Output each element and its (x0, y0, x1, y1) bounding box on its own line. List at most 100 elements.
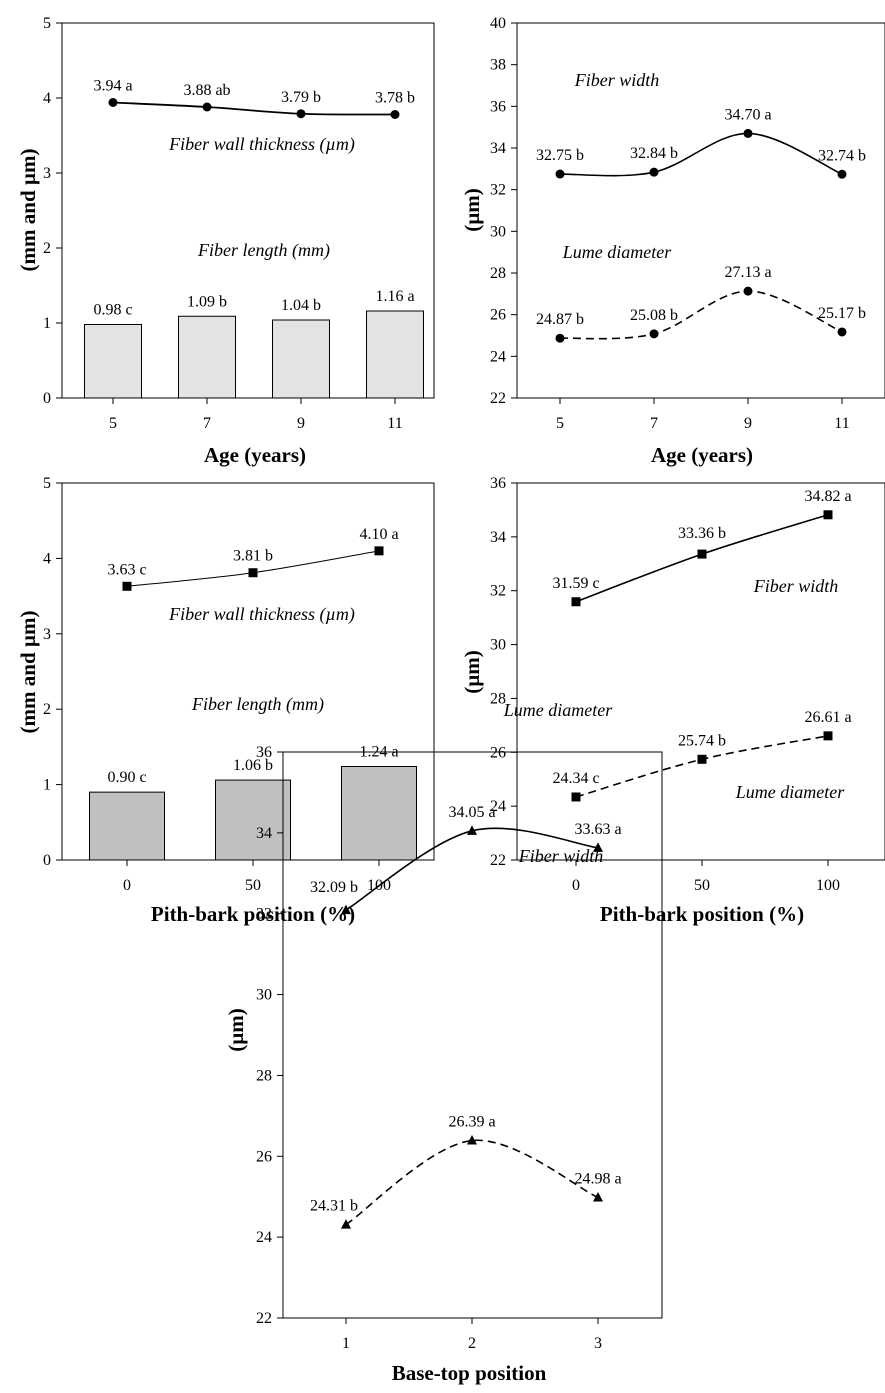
chart-1-line-data-label: 3.94 a (93, 78, 132, 95)
chart-2-series-2-point (837, 327, 847, 337)
chart-2-y-tick-label: 24 (490, 348, 506, 365)
chart-2-series-1-data-label: 34.70 a (724, 106, 771, 123)
chart-1-line-point (108, 98, 118, 107)
chart-1-y-tick-label: 0 (43, 390, 51, 407)
chart-5-series-2-point (467, 1135, 477, 1145)
chart-2-y-axis-label: (µm) (460, 188, 484, 232)
chart-4-series-2-point (823, 731, 833, 741)
chart-5-y-axis-label: (µm) (224, 1008, 248, 1052)
chart-3-bar-data-label: 0.90 c (107, 769, 146, 786)
chart-1-line-point (296, 109, 306, 119)
chart-1-x-tick-label: 7 (203, 415, 211, 432)
chart-5-x-tick-label: 3 (594, 1335, 602, 1352)
chart-1-line-point (202, 102, 212, 112)
chart-3-y-tick-label: 4 (43, 550, 51, 567)
chart-2-y-tick-label: 40 (490, 15, 506, 32)
chart-1-bar (366, 310, 424, 399)
chart-4-y-tick-label: 26 (490, 744, 506, 761)
chart-1-line-series-name: Fiber wall thickness (µm) (168, 134, 355, 155)
chart-3-line-series-name: Fiber wall thickness (µm) (168, 604, 355, 625)
chart-5-series-1-data-label: 33.63 a (574, 821, 621, 838)
chart-5-y-tick-label: 22 (256, 1310, 272, 1327)
chart-4-y-tick-label: 36 (490, 475, 506, 492)
chart-2-x-tick-label: 11 (834, 415, 849, 432)
chart-5-series-2-data-label: 26.39 a (448, 1114, 495, 1131)
chart-5-series-1-data-label: 32.09 b (310, 879, 358, 896)
chart-3-line-point (248, 568, 258, 578)
chart-3-y-tick-label: 2 (43, 701, 51, 718)
chart-2-series-1-point (743, 128, 753, 138)
chart-5-x-tick-label: 1 (342, 1335, 350, 1352)
chart-2-x-tick-label: 5 (556, 415, 564, 432)
chart-3-line-data-label: 4.10 a (359, 526, 398, 543)
chart-5-series-2-point (341, 1219, 351, 1229)
chart-4-series-2-point (697, 754, 707, 764)
chart-2-y-tick-label: 38 (490, 57, 506, 74)
chart-3-bar-series-name: Fiber length (mm) (191, 694, 324, 715)
chart-3-bar (341, 766, 417, 861)
chart-5-y-tick-label: 36 (256, 744, 272, 761)
chart-2-series-2-point (743, 286, 753, 296)
chart-4-series-1-data-label: 34.82 a (804, 488, 851, 505)
chart-2-series-2-data-label: 24.87 b (536, 311, 584, 328)
chart-1-bar-series-name: Fiber length (mm) (197, 240, 330, 261)
chart-4-y-axis-label: (µm) (460, 650, 484, 694)
chart-2-series-2-data-label: 25.08 b (630, 307, 678, 324)
chart-5-series-2-line (345, 1139, 599, 1226)
chart-4-series-2-point (571, 792, 581, 802)
chart-4-x-tick-label: 50 (694, 877, 710, 894)
chart-3-y-axis-label: (mm and µm) (16, 611, 40, 734)
chart-2-series-2-line (559, 290, 843, 340)
chart-2-y-tick-label: 26 (490, 307, 506, 324)
chart-2-series-1-name: Fiber width (574, 70, 660, 90)
chart-1-x-tick-label: 11 (387, 415, 402, 432)
chart-1-bar (272, 319, 330, 399)
chart-1-x-tick-label: 9 (297, 415, 305, 432)
chart-2-y-tick-label: 22 (490, 390, 506, 407)
chart-2-y-tick-label: 30 (490, 223, 506, 240)
chart-1-line-point (390, 110, 400, 119)
chart-4-y-tick-label: 34 (490, 529, 506, 546)
chart-2-x-axis-label: Age (years) (651, 443, 753, 467)
chart-3-y-tick-label: 1 (43, 777, 51, 794)
chart-4-series-1-data-label: 31.59 c (552, 575, 599, 592)
chart-1-bar-data-label: 1.04 b (281, 297, 321, 314)
chart-4-y-tick-label: 24 (490, 798, 506, 815)
chart-2-series-1-line (559, 132, 843, 177)
chart-1-bar-data-label: 1.09 b (187, 293, 227, 310)
chart-2-series-1-data-label: 32.75 b (536, 147, 584, 164)
chart-1-bar (84, 324, 142, 399)
chart-4-y-tick-label: 30 (490, 637, 506, 654)
chart-1-y-tick-label: 3 (43, 165, 51, 182)
chart-4-series-2-name: Lume diameter (735, 782, 845, 802)
chart-3-line-point (122, 581, 132, 591)
chart-2-series-2-point (649, 329, 659, 339)
chart-4-series-1-point (823, 510, 833, 520)
chart-2-series-2-name: Lume diameter (562, 242, 672, 262)
chart-1-x-tick-label: 5 (109, 415, 117, 432)
chart-1-x-axis-label: Age (years) (204, 443, 306, 467)
chart-1-bar (178, 315, 236, 399)
chart-5-series-1-data-label: 34.05 a (448, 804, 495, 821)
chart-1-line-series (112, 101, 396, 116)
chart-5-y-tick-label: 30 (256, 987, 272, 1004)
chart-3-x-tick-label: 0 (123, 877, 131, 894)
chart-4-series-1-name: Fiber width (753, 576, 839, 596)
chart-1-y-tick-label: 1 (43, 315, 51, 332)
chart-4-series-1-point (571, 597, 581, 607)
chart-5-x-axis-label: Base-top position (392, 1361, 547, 1385)
chart-2-y-tick-label: 36 (490, 98, 506, 115)
chart-1-bar-data-label: 1.16 a (375, 288, 414, 305)
chart-5-y-tick-label: 26 (256, 1148, 272, 1165)
chart-2-series-2-data-label: 25.17 b (818, 305, 866, 322)
chart-3-bar (215, 779, 291, 861)
chart-2-plot-frame (516, 22, 885, 399)
chart-1-y-axis-label: (mm and µm) (16, 149, 40, 272)
chart-3-y-tick-label: 0 (43, 852, 51, 869)
chart-4-x-tick-label: 100 (816, 877, 840, 894)
chart-4-plot-frame (516, 482, 885, 861)
chart-2-series-1-data-label: 32.84 b (630, 145, 678, 162)
chart-4-y-tick-label: 32 (490, 583, 506, 600)
chart-5-series-2-data-label: 24.31 b (310, 1198, 358, 1215)
